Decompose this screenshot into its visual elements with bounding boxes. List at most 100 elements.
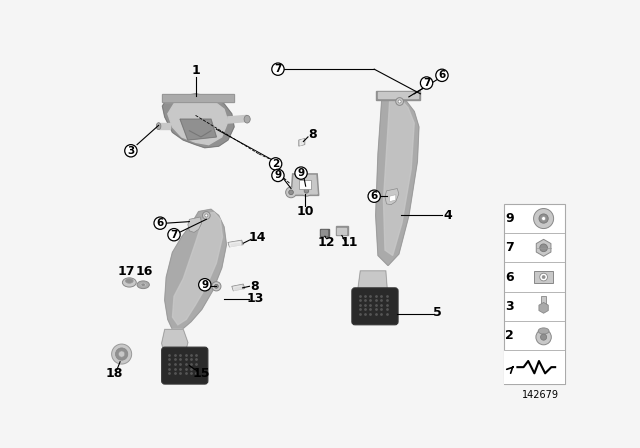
Text: 142679: 142679 — [522, 390, 559, 400]
Circle shape — [398, 100, 401, 103]
Text: 12: 12 — [317, 236, 335, 249]
FancyBboxPatch shape — [352, 288, 398, 325]
Text: 7: 7 — [170, 230, 178, 240]
Polygon shape — [376, 90, 420, 100]
Circle shape — [540, 273, 547, 281]
Polygon shape — [162, 329, 188, 358]
FancyBboxPatch shape — [162, 347, 208, 384]
Polygon shape — [292, 176, 317, 194]
Ellipse shape — [244, 115, 250, 123]
Text: 15: 15 — [192, 367, 210, 380]
Text: 9: 9 — [506, 212, 514, 225]
Polygon shape — [163, 94, 234, 148]
Polygon shape — [541, 296, 546, 308]
Circle shape — [198, 279, 211, 291]
Text: 3: 3 — [127, 146, 134, 156]
Polygon shape — [291, 174, 319, 195]
Polygon shape — [337, 228, 346, 234]
Circle shape — [285, 187, 296, 198]
Circle shape — [301, 185, 312, 196]
Text: 13: 13 — [246, 292, 264, 305]
Text: 9: 9 — [201, 280, 209, 290]
Circle shape — [541, 334, 547, 340]
Circle shape — [295, 167, 307, 179]
Text: 10: 10 — [296, 205, 314, 218]
Text: 7: 7 — [275, 64, 282, 74]
Polygon shape — [300, 139, 303, 146]
Circle shape — [212, 282, 221, 291]
Circle shape — [536, 329, 551, 345]
Polygon shape — [168, 97, 228, 145]
Text: 2: 2 — [272, 159, 279, 169]
Polygon shape — [232, 284, 245, 291]
Text: 6: 6 — [157, 218, 164, 228]
Circle shape — [368, 190, 380, 202]
Polygon shape — [228, 240, 243, 247]
Bar — [504, 204, 565, 384]
Polygon shape — [357, 271, 388, 310]
Ellipse shape — [140, 283, 147, 287]
Ellipse shape — [122, 278, 136, 287]
Polygon shape — [321, 230, 327, 235]
Ellipse shape — [141, 284, 145, 286]
Text: 18: 18 — [105, 367, 123, 380]
Polygon shape — [378, 92, 418, 99]
Polygon shape — [188, 217, 202, 233]
Circle shape — [289, 190, 293, 195]
Circle shape — [541, 217, 545, 220]
Polygon shape — [539, 302, 548, 313]
Polygon shape — [164, 209, 227, 331]
Text: 6: 6 — [438, 70, 445, 80]
Text: 17: 17 — [118, 265, 135, 278]
Polygon shape — [299, 180, 311, 189]
Polygon shape — [180, 119, 216, 140]
Ellipse shape — [156, 123, 161, 129]
Circle shape — [115, 348, 128, 360]
Text: 5: 5 — [433, 306, 442, 319]
Circle shape — [205, 214, 208, 217]
Ellipse shape — [538, 328, 549, 334]
Text: 7: 7 — [423, 78, 430, 88]
Ellipse shape — [125, 279, 133, 283]
Circle shape — [436, 69, 448, 82]
Circle shape — [304, 189, 308, 193]
Text: 6: 6 — [506, 271, 514, 284]
Circle shape — [539, 214, 548, 223]
Text: 2: 2 — [506, 329, 514, 342]
Circle shape — [125, 145, 137, 157]
Bar — [504, 350, 565, 384]
Text: 11: 11 — [341, 236, 358, 249]
Circle shape — [154, 217, 166, 229]
Polygon shape — [230, 241, 241, 247]
Polygon shape — [376, 96, 419, 266]
Polygon shape — [336, 226, 348, 236]
Circle shape — [420, 77, 433, 89]
Text: 14: 14 — [248, 231, 266, 244]
Text: 8: 8 — [308, 128, 317, 141]
Text: 9: 9 — [275, 170, 282, 181]
Circle shape — [396, 98, 403, 105]
Polygon shape — [383, 100, 414, 255]
Polygon shape — [234, 285, 243, 291]
Polygon shape — [172, 212, 223, 325]
Circle shape — [269, 158, 282, 170]
Circle shape — [534, 208, 554, 228]
Circle shape — [272, 63, 284, 75]
Circle shape — [111, 344, 132, 364]
Polygon shape — [536, 239, 551, 256]
Circle shape — [542, 276, 545, 279]
Circle shape — [272, 169, 284, 181]
Circle shape — [118, 351, 125, 357]
Polygon shape — [159, 123, 170, 129]
Text: 16: 16 — [136, 265, 154, 278]
Text: 4: 4 — [443, 209, 452, 222]
Text: 8: 8 — [250, 280, 259, 293]
Text: 6: 6 — [371, 191, 378, 201]
Polygon shape — [163, 94, 234, 102]
Ellipse shape — [137, 281, 149, 289]
Text: 7: 7 — [506, 241, 514, 254]
Polygon shape — [299, 138, 305, 146]
Circle shape — [168, 228, 180, 241]
Polygon shape — [390, 195, 396, 202]
Circle shape — [214, 284, 218, 288]
